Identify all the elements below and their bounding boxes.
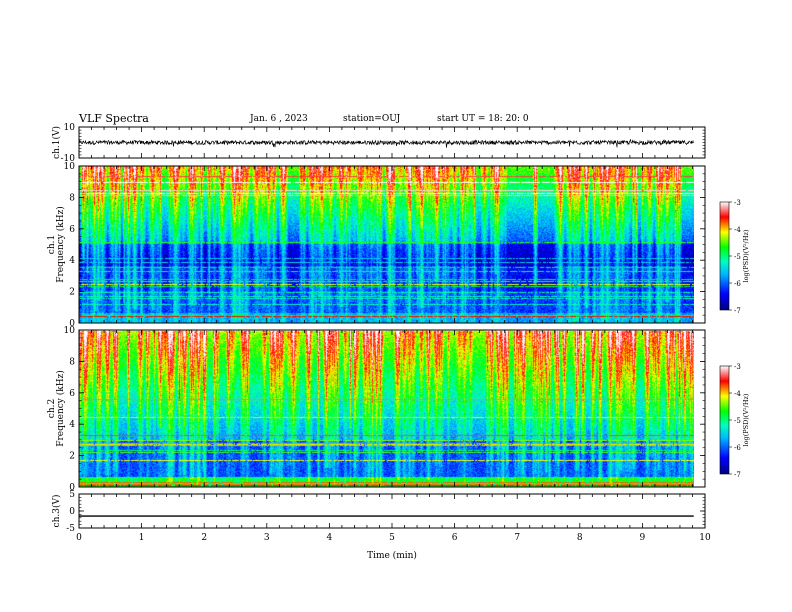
x-tick-label: 7 xyxy=(514,533,520,543)
y-tick-label: -10 xyxy=(61,154,76,164)
colorbar-label: log(PSD)(V²/Hz) xyxy=(742,393,750,446)
ch2-spectrogram-ylabel: Frequency (kHz) xyxy=(55,370,66,447)
x-tick-label: 9 xyxy=(640,533,646,543)
ch1-spectrogram xyxy=(79,166,694,323)
ch1-waveform-ylabel: ch.1(V) xyxy=(51,126,62,159)
ch3-waveform-frame xyxy=(78,493,706,529)
colorbar-tick-label: -4 xyxy=(734,226,741,234)
ch3-waveform-yaxis: 5 0 -5 xyxy=(66,490,705,534)
x-tick-label: 10 xyxy=(699,533,711,543)
figure-title: VLF Spectra xyxy=(79,112,149,125)
y-tick-label: 0 xyxy=(69,507,75,517)
ch2-spectrogram xyxy=(79,330,694,487)
x-ticks xyxy=(78,330,706,487)
ch1-spectrogram-ylabel: Frequency (kHz) xyxy=(55,206,66,283)
y-tick-label: 2 xyxy=(69,452,75,462)
ch3-waveform-ylabel: ch.3(V) xyxy=(51,495,62,528)
x-ticks xyxy=(78,127,706,158)
y-tick-label: 0 xyxy=(69,483,75,493)
x-tick-label: 4 xyxy=(327,533,333,543)
colorbar-tick-label: -7 xyxy=(734,307,741,315)
x-tick-label: 2 xyxy=(201,533,207,543)
y-tick-label: 10 xyxy=(64,162,76,172)
colorbar-tick-label: -6 xyxy=(734,280,741,288)
colorbar-tick-label: -3 xyxy=(734,363,741,371)
ch1-waveform-trace xyxy=(78,139,694,148)
ch2-spectrogram-yaxis: 0 2 4 6 8 10 xyxy=(64,326,705,493)
ch2-colorbar: -3 -4 -5 -6 -7 log(PSD)(V²/Hz) xyxy=(719,363,750,479)
ch2-spectrogram-ylabel-channel: ch.2 xyxy=(47,399,57,418)
ch1-colorbar: -3 -4 -5 -6 -7 log(PSD)(V²/Hz) xyxy=(719,199,750,315)
y-tick-label: 5 xyxy=(69,490,75,500)
y-tick-label: 8 xyxy=(69,357,75,367)
ch1-spectrogram-yaxis: 0 2 4 6 8 10 xyxy=(64,162,705,329)
x-tick-label: 5 xyxy=(389,533,395,543)
x-ticks xyxy=(78,166,706,323)
x-axis-label: Time (min) xyxy=(367,550,417,561)
y-tick-label: 4 xyxy=(69,256,75,266)
y-tick-label: -5 xyxy=(66,524,75,534)
y-tick-label: 10 xyxy=(64,123,76,133)
y-tick-label: 2 xyxy=(69,288,75,298)
y-tick-label: 6 xyxy=(69,389,75,399)
y-tick-label: 10 xyxy=(64,326,76,336)
colorbar-tick-label: -7 xyxy=(734,471,741,479)
colorbar-tick-label: -4 xyxy=(734,390,741,398)
ch1-waveform-yaxis: 10 -10 xyxy=(61,123,705,164)
x-tick-label: 1 xyxy=(139,533,145,543)
station-label: station=OUJ xyxy=(343,114,401,124)
ch1-spectrogram-ylabel-channel: ch.1 xyxy=(47,235,57,254)
colorbar-gradient xyxy=(719,201,730,311)
colorbar-tick-label: -3 xyxy=(734,199,741,207)
y-tick-label: 6 xyxy=(69,225,75,235)
y-tick-label: 8 xyxy=(69,193,75,203)
start-time-label: start UT = 18: 20: 0 xyxy=(437,114,529,124)
y-tick-label: 0 xyxy=(69,319,75,329)
date-label: Jan. 6 , 2023 xyxy=(250,114,308,124)
x-tick-label: 8 xyxy=(577,533,583,543)
colorbar-tick-label: -6 xyxy=(734,444,741,452)
colorbar-gradient xyxy=(719,365,730,475)
colorbar-label: log(PSD)(V²/Hz) xyxy=(742,229,750,282)
colorbar-tick-label: -5 xyxy=(734,417,741,425)
x-ticks: 0 1 2 3 4 5 6 7 8 9 10 xyxy=(76,494,711,543)
colorbar-tick-label: -5 xyxy=(734,253,741,261)
x-tick-label: 6 xyxy=(452,533,458,543)
y-tick-label: 4 xyxy=(69,420,75,430)
x-tick-label: 0 xyxy=(76,533,82,543)
x-tick-label: 3 xyxy=(264,533,270,543)
